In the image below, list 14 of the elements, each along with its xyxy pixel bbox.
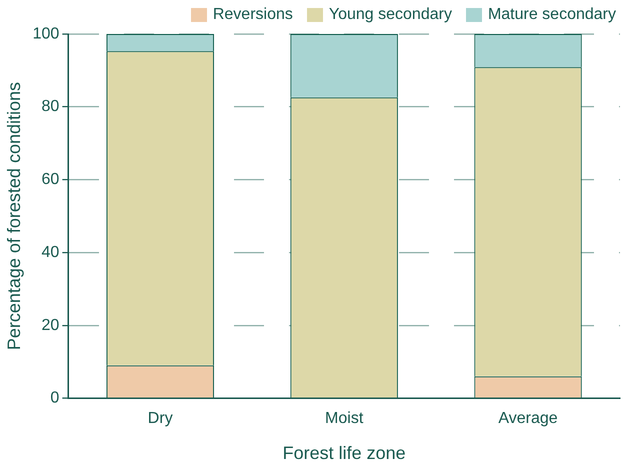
legend-label: Reversions [212,6,293,24]
y-tick-label: 100 [32,25,60,42]
y-tick-label: 0 [50,390,60,407]
y-tick-label: 80 [42,98,60,116]
y-tick-label: 60 [42,171,60,188]
y-tick-label: 20 [42,316,60,334]
legend-label: Mature secondary [488,6,616,24]
x-axis-title: Forest life zone [282,443,406,464]
y-axis-title: Percentage of forested conditions [4,82,24,350]
x-tick-label: Average [498,410,558,428]
x-tick-label: Moist [325,410,364,428]
x-tick-label: Dry [148,410,173,428]
legend-label: Young secondary [328,6,452,24]
y-tick-label: 40 [42,244,60,261]
